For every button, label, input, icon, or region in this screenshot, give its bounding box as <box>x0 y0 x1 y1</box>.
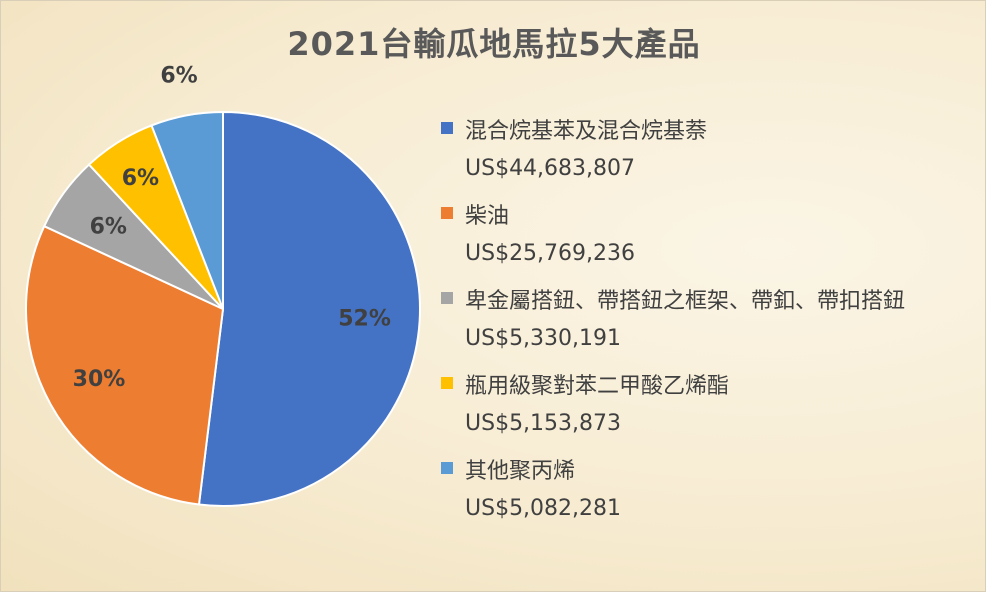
slice-percent-label: 6% <box>90 215 127 240</box>
legend-label: 瓶用級聚對苯二甲酸乙烯酯 <box>465 374 730 399</box>
legend-label: 卑金屬搭鈕、帶搭鈕之框架、帶釦、帶扣搭鈕 <box>465 289 906 314</box>
legend-item: 卑金屬搭鈕、帶搭鈕之框架、帶釦、帶扣搭鈕 US$5,330,191 <box>441 283 981 368</box>
slice-percent-label: 6% <box>160 64 197 89</box>
legend-value-label: US$25,769,236 <box>465 241 636 266</box>
legend-value-label: US$5,153,873 <box>465 411 622 436</box>
legend-item: 瓶用級聚對苯二甲酸乙烯酯 US$5,153,873 <box>441 368 981 453</box>
legend-value-label: US$44,683,807 <box>465 156 636 181</box>
legend-label: 其他聚丙烯 <box>465 459 576 484</box>
legend-item: 柴油 US$25,769,236 <box>441 198 981 283</box>
legend-swatch <box>441 462 453 474</box>
legend-item: 混合烷基苯及混合烷基萘 US$44,683,807 <box>441 113 981 198</box>
chart-title: 2021台輸瓜地馬拉5大產品 <box>287 25 701 63</box>
legend-swatch <box>441 122 453 134</box>
legend-swatch <box>441 207 453 219</box>
pie-slice[interactable] <box>150 110 224 310</box>
legend-label: 混合烷基苯及混合烷基萘 <box>465 119 708 144</box>
legend-value-label: US$5,082,281 <box>465 496 622 521</box>
legend-item: 其他聚丙烯 US$5,082,281 <box>441 453 981 538</box>
legend-swatch <box>441 292 453 304</box>
legend-value-label: US$5,330,191 <box>465 326 622 351</box>
legend: 混合烷基苯及混合烷基萘 US$44,683,807 柴油 US$25,769,236 卑… <box>441 113 981 538</box>
legend-swatch <box>441 377 453 389</box>
slice-percent-label: 30% <box>73 367 126 392</box>
slice-percent-label: 6% <box>122 166 159 191</box>
legend-label: 柴油 <box>465 204 510 229</box>
pie-slice[interactable] <box>25 224 225 506</box>
pie-slice[interactable] <box>197 110 421 507</box>
slice-percent-label: 52% <box>338 307 391 332</box>
